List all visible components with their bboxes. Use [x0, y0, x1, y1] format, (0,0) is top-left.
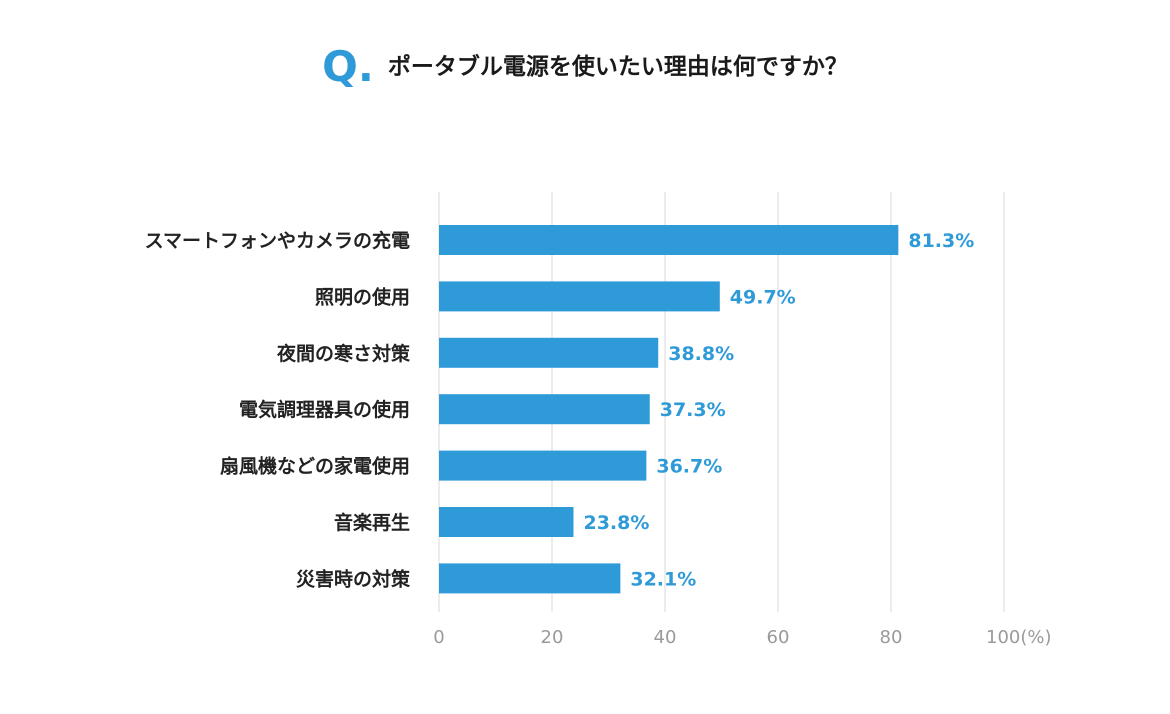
value-label-3: 37.3% [660, 399, 726, 421]
value-label-2: 38.8% [668, 343, 734, 365]
bar-4 [439, 450, 647, 481]
category-label-1: 照明の使用 [315, 286, 410, 308]
bar-1 [439, 281, 720, 312]
x-tick-label-60: 60 [767, 627, 790, 648]
category-label-3: 電気調理器具の使用 [239, 398, 410, 421]
x-tick-label-80: 80 [880, 627, 903, 648]
bar-5 [439, 507, 574, 537]
question-text: ポータブル電源を使いたい理由は何ですか？ [387, 53, 848, 80]
question-mark-badge: Q. [322, 42, 374, 91]
value-label-1: 49.7% [730, 286, 796, 308]
category-label-0: スマートフォンやカメラの充電 [145, 229, 410, 252]
category-label-2: 夜間の寒さ対策 [276, 342, 411, 365]
value-label-4: 36.7% [656, 456, 722, 478]
x-tick-label-20: 20 [541, 627, 564, 648]
bar-3 [439, 394, 650, 425]
value-label-5: 23.8% [583, 512, 649, 534]
category-label-4: 扇風機などの家電使用 [220, 455, 410, 478]
bar-0 [439, 225, 899, 255]
x-tick-label-0: 0 [433, 627, 444, 648]
bar-6 [439, 563, 621, 594]
value-label-6: 32.1% [630, 568, 696, 590]
x-tick-label-40: 40 [654, 627, 677, 648]
value-label-0: 81.3% [908, 230, 974, 252]
bar-2 [439, 337, 659, 368]
category-label-5: 音楽再生 [334, 511, 410, 534]
x-tick-label-100: 100(%) [986, 627, 1052, 648]
category-label-6: 災害時の対策 [296, 567, 411, 590]
chart-title: Q. ポータブル電源を使いたい理由は何ですか？ [0, 46, 1170, 88]
